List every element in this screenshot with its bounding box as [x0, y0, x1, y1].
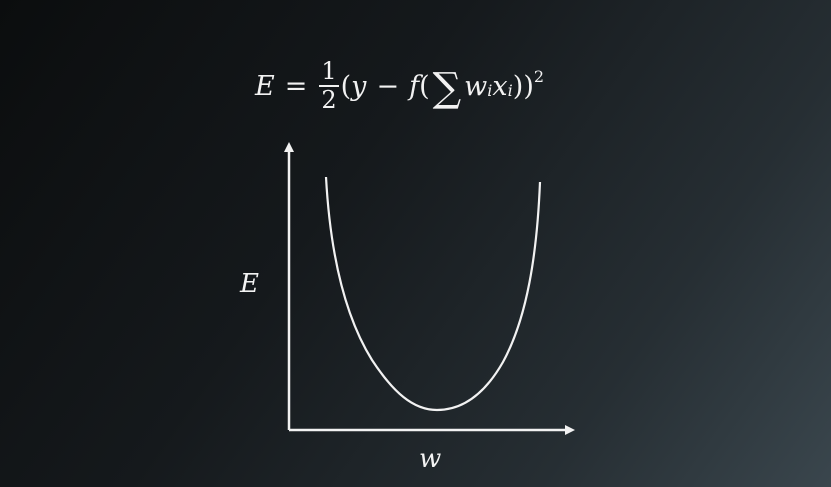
formula-open-paren: ( — [340, 70, 352, 102]
error-curve — [324, 176, 542, 412]
sum-symbol: ∑ — [432, 65, 462, 111]
formula-x: x — [492, 70, 508, 102]
formula-inner-open-paren: ( — [419, 70, 430, 102]
x-axis-label: w — [419, 444, 441, 474]
formula-x-subscript: i — [507, 80, 513, 100]
formula-minus: − — [376, 70, 400, 102]
formula-w: w — [464, 70, 488, 102]
formula-equals: = — [284, 70, 308, 102]
formula-f: f — [409, 70, 420, 102]
formula-close-parens: )) — [512, 70, 534, 102]
y-axis-label: E — [239, 269, 259, 299]
formula-w-subscript: i — [487, 80, 493, 100]
fraction-denominator: 2 — [321, 86, 337, 114]
formula-exponent: 2 — [533, 66, 545, 86]
formula-fraction: 1 2 — [319, 58, 339, 114]
fraction-numerator: 1 — [319, 58, 339, 87]
formula-y: y — [351, 70, 367, 102]
formula-lhs: E — [255, 70, 275, 102]
